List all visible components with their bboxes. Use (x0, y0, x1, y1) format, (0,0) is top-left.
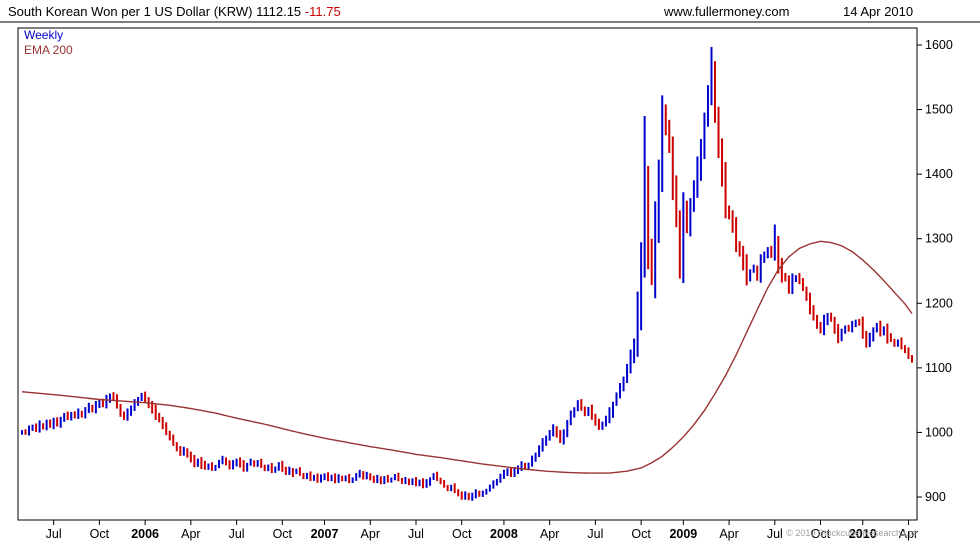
x-axis-label: Oct (90, 527, 110, 541)
x-axis-label: 2009 (669, 527, 697, 541)
y-axis-label: 1600 (925, 38, 953, 52)
x-axis-label: Apr (361, 527, 380, 541)
ema-line (21, 240, 913, 474)
x-axis-label: Jul (229, 527, 245, 541)
x-axis-label: Apr (899, 527, 918, 541)
x-axis-label: Apr (181, 527, 200, 541)
x-axis-label: Apr (540, 527, 559, 541)
plot-border (17, 27, 918, 521)
x-axis-label: Jul (767, 527, 783, 541)
y-axis-label: 1000 (925, 425, 953, 439)
y-axis-label: 1400 (925, 167, 953, 181)
x-axis-label: Apr (719, 527, 738, 541)
y-axis-label: 1200 (925, 296, 953, 310)
x-axis-label: Jul (587, 527, 603, 541)
x-axis-label: 2010 (849, 527, 877, 541)
x-axis-label: Jul (408, 527, 424, 541)
y-axis-label: 1300 (925, 232, 953, 246)
last-price: 1112.15 (256, 4, 302, 19)
instrument-name: South Korean Won per 1 US Dollar (KRW) (8, 4, 253, 19)
x-axis-label: 2006 (131, 527, 159, 541)
y-axis-label: 1500 (925, 103, 953, 117)
x-axis-label: 2007 (311, 527, 339, 541)
x-axis-label: Oct (631, 527, 651, 541)
y-axis-label: 1100 (925, 361, 952, 375)
x-axis-label: Oct (452, 527, 472, 541)
x-axis-label: 2008 (490, 527, 518, 541)
x-axis-label: Jul (46, 527, 62, 541)
site-url: www.fullermoney.com (664, 4, 790, 19)
legend-weekly-label: Weekly (24, 28, 64, 42)
chart-date: 14 Apr 2010 (843, 4, 914, 19)
legend-ema-label: EMA 200 (24, 43, 73, 57)
x-axis-label: Oct (811, 527, 831, 541)
x-axis-label: Oct (273, 527, 293, 541)
price-change: -11.75 (304, 4, 341, 19)
copyright-note: © 2010 Stockcube Research Ltd (786, 528, 916, 538)
y-axis-label: 900 (925, 490, 946, 504)
chart-title: South Korean Won per 1 US Dollar (KRW) 1… (8, 4, 341, 19)
